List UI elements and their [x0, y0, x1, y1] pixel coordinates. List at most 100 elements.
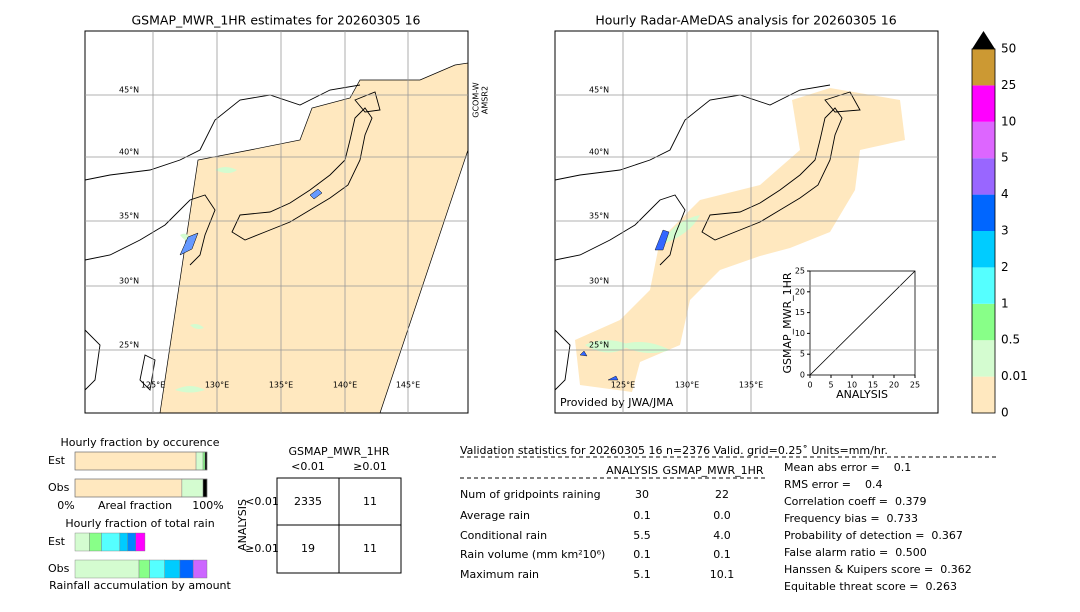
fraction-segment [101, 532, 121, 552]
table-cell: 11 [363, 542, 377, 555]
fraction-segment [149, 559, 165, 579]
axis-label: Rainfall accumulation by amount [49, 579, 231, 592]
col-label: ≥0.01 [353, 460, 387, 473]
colorbar-segment [972, 121, 995, 159]
colorbar-segment [972, 158, 995, 195]
y-axis-label: GSMAP_MWR_1HR [781, 272, 794, 373]
table-cell: 11 [363, 495, 377, 508]
satellite-label: AMSR2 [481, 86, 490, 114]
fraction-segment [74, 532, 90, 552]
fraction-segment [135, 532, 146, 552]
stat-label: Conditional rain [460, 529, 547, 542]
stat-value: 22 [715, 488, 729, 501]
colorbar-label: 0 [1001, 406, 1009, 420]
x-axis-label: ANALYSIS [836, 388, 888, 401]
colorbar-label: 2 [1001, 260, 1009, 274]
stat-value: 5.5 [633, 529, 651, 542]
stat-value: 4.0 [713, 529, 731, 542]
colorbar-border [971, 48, 996, 414]
score: Equitable threat score = 0.263 [784, 580, 957, 593]
y-tick-label: 20 [795, 287, 805, 296]
lat-label: 25°N [589, 341, 609, 350]
satellite-label: GCOM-W [472, 82, 481, 118]
score: Mean abs error = 0.1 [784, 461, 911, 474]
colorbar-segment [972, 231, 995, 268]
col-label: <0.01 [291, 460, 325, 473]
colorbar-segment [972, 340, 995, 377]
y-tick-label: 25 [795, 267, 805, 276]
colorbar-label: 0.01 [1001, 369, 1028, 383]
map-title: Hourly Radar-AMeDAS analysis for 2026030… [595, 13, 896, 28]
colorbar-segment [972, 303, 995, 341]
diagonal [809, 270, 916, 376]
x-tick-label: 25 [910, 381, 920, 390]
lon-label: 130°E [205, 381, 229, 390]
inset-bg [780, 266, 930, 406]
lon-label: 125°E [611, 381, 635, 390]
stat-value: 10.1 [710, 568, 735, 581]
lat-label: 25°N [119, 341, 139, 350]
fraction-segment [195, 451, 204, 471]
fraction-segment [74, 451, 197, 471]
stat-label: Maximum rain [460, 568, 539, 581]
row-label: ≥0.01 [245, 542, 279, 555]
fraction-title: Hourly fraction of total rain [65, 517, 214, 530]
fraction-segment [74, 478, 183, 498]
axis-label: 100% [192, 499, 223, 512]
fraction-segment [202, 478, 208, 498]
credit: Provided by JWA/JMA [560, 396, 674, 409]
colorbar-segment [972, 376, 995, 413]
x-tick-label: 20 [889, 381, 899, 390]
score: RMS error = 0.4 [784, 478, 882, 491]
lat-label: 35°N [589, 212, 609, 221]
left-map [84, 30, 469, 414]
map-border [554, 30, 939, 414]
coastline [84, 84, 361, 391]
rain-patch [179, 188, 323, 256]
rain-patch [585, 215, 700, 354]
validation-header: Validation statistics for 20260305 16 n=… [460, 444, 888, 457]
colorbar-label: 1 [1001, 296, 1009, 310]
lat-label: 30°N [589, 277, 609, 286]
row-label: Est [48, 535, 66, 548]
fraction-segment [179, 559, 194, 579]
colorbar-segment [972, 267, 995, 304]
stat-label: Average rain [460, 509, 530, 522]
colorbar-segment [972, 49, 995, 86]
axis-label: 0% [57, 499, 74, 512]
y-tick-label: 5 [800, 350, 805, 359]
y-tick-label: 0 [800, 371, 805, 380]
lon-label: 140°E [333, 381, 357, 390]
fraction-segment [127, 532, 136, 552]
stat-value: 0.1 [633, 509, 651, 522]
lon-label: 135°E [269, 381, 293, 390]
table-title: GSMAP_MWR_1HR [288, 445, 389, 458]
row-label: <0.01 [245, 495, 279, 508]
coastline [554, 84, 831, 391]
bar-frame [74, 451, 208, 471]
colorbar-label: 50 [1001, 42, 1016, 56]
lat-label: 35°N [119, 212, 139, 221]
stat-value: 0.0 [713, 509, 731, 522]
column-header: ANALYSIS [606, 464, 658, 477]
x-tick-label: 0 [807, 381, 812, 390]
fraction-segment [202, 451, 206, 471]
lat-label: 45°N [589, 86, 609, 95]
row-label: Obs [48, 481, 70, 494]
lon-label: 145°E [396, 381, 420, 390]
column-header: GSMAP_MWR_1HR [662, 464, 763, 477]
lat-label: 40°N [119, 148, 139, 157]
stat-label: Rain volume (mm km²10⁶) [460, 548, 605, 561]
rain-patch [579, 229, 670, 381]
fraction-segment [181, 478, 204, 498]
lon-label: 125°E [141, 381, 165, 390]
score: Correlation coeff = 0.379 [784, 495, 926, 508]
y-tick-label: 10 [795, 329, 805, 338]
lon-label: 130°E [675, 381, 699, 390]
stat-label: Num of gridpoints raining [460, 488, 601, 501]
colorbar-extend [972, 31, 995, 49]
x-tick-label: 10 [847, 381, 857, 390]
lat-label: 30°N [119, 277, 139, 286]
row-label: Est [48, 454, 66, 467]
